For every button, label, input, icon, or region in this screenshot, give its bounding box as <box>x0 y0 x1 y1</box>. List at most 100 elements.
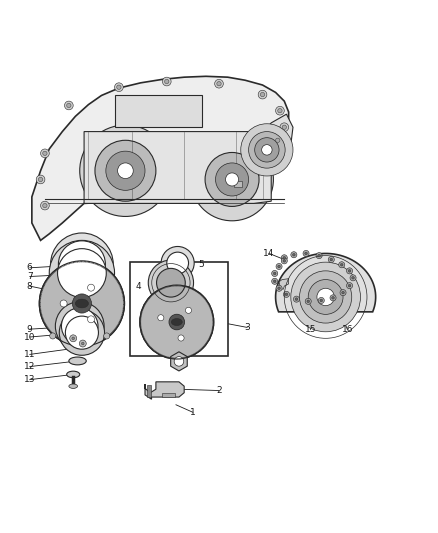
Circle shape <box>58 241 106 288</box>
Polygon shape <box>84 132 271 204</box>
Bar <box>162 393 176 397</box>
Text: 8: 8 <box>27 281 32 290</box>
Circle shape <box>79 340 86 347</box>
Circle shape <box>249 132 285 168</box>
Circle shape <box>55 302 104 351</box>
Circle shape <box>278 265 280 268</box>
Circle shape <box>281 255 287 261</box>
Text: 16: 16 <box>342 325 353 334</box>
Circle shape <box>346 282 353 289</box>
Circle shape <box>339 262 345 268</box>
Circle shape <box>282 125 286 130</box>
Circle shape <box>348 284 351 287</box>
Circle shape <box>95 140 156 201</box>
Circle shape <box>272 278 278 284</box>
Circle shape <box>258 90 267 99</box>
Circle shape <box>276 107 284 115</box>
Circle shape <box>281 258 287 264</box>
Text: 13: 13 <box>24 375 35 384</box>
Circle shape <box>308 279 343 314</box>
Bar <box>130 262 228 356</box>
Text: 6: 6 <box>27 263 32 272</box>
Circle shape <box>49 240 115 305</box>
Circle shape <box>178 335 184 341</box>
Bar <box>115 94 201 127</box>
Circle shape <box>278 109 282 113</box>
Circle shape <box>70 335 77 342</box>
Circle shape <box>273 272 276 275</box>
Circle shape <box>117 85 121 90</box>
Circle shape <box>39 177 43 182</box>
Circle shape <box>273 280 276 282</box>
Circle shape <box>60 300 67 307</box>
Circle shape <box>215 163 249 196</box>
Circle shape <box>342 292 344 294</box>
Polygon shape <box>276 254 376 312</box>
Circle shape <box>106 151 145 190</box>
Circle shape <box>39 261 124 346</box>
Text: 12: 12 <box>24 362 35 371</box>
Circle shape <box>65 316 99 349</box>
Circle shape <box>350 275 356 281</box>
Ellipse shape <box>67 371 80 378</box>
Circle shape <box>276 285 282 292</box>
Text: 15: 15 <box>305 325 316 334</box>
Circle shape <box>167 252 188 274</box>
Circle shape <box>148 260 194 305</box>
Circle shape <box>64 101 73 110</box>
Circle shape <box>41 201 49 210</box>
Circle shape <box>226 173 239 186</box>
Circle shape <box>318 297 324 303</box>
Circle shape <box>317 288 334 305</box>
Circle shape <box>57 249 106 297</box>
Text: 4: 4 <box>136 281 141 290</box>
Circle shape <box>174 357 184 366</box>
Circle shape <box>140 285 214 359</box>
Circle shape <box>215 79 223 88</box>
Circle shape <box>316 253 322 259</box>
Circle shape <box>80 125 171 216</box>
Circle shape <box>104 333 110 339</box>
Circle shape <box>261 144 272 155</box>
Circle shape <box>36 175 45 184</box>
Circle shape <box>41 149 49 158</box>
Circle shape <box>254 138 279 162</box>
Circle shape <box>346 268 353 274</box>
Circle shape <box>72 337 74 340</box>
Circle shape <box>283 256 286 259</box>
Circle shape <box>115 83 123 92</box>
Circle shape <box>165 79 169 84</box>
Circle shape <box>205 152 259 206</box>
Circle shape <box>217 82 221 86</box>
Circle shape <box>320 299 322 302</box>
Circle shape <box>300 271 352 323</box>
Circle shape <box>278 287 280 289</box>
Circle shape <box>49 333 56 339</box>
Circle shape <box>318 254 321 257</box>
Circle shape <box>169 314 185 330</box>
Circle shape <box>295 298 298 301</box>
Circle shape <box>283 260 286 262</box>
Circle shape <box>340 263 343 266</box>
Circle shape <box>330 295 336 301</box>
Ellipse shape <box>75 299 88 308</box>
Circle shape <box>305 298 311 304</box>
Circle shape <box>88 316 95 323</box>
Circle shape <box>340 289 346 296</box>
Circle shape <box>162 77 171 86</box>
Circle shape <box>285 293 288 296</box>
Text: 5: 5 <box>199 260 205 269</box>
Circle shape <box>161 246 194 279</box>
Circle shape <box>185 308 191 313</box>
Circle shape <box>291 252 297 258</box>
Circle shape <box>328 256 334 263</box>
Circle shape <box>88 284 95 291</box>
Circle shape <box>276 263 282 270</box>
Polygon shape <box>279 279 289 289</box>
Circle shape <box>280 123 289 132</box>
Text: 1: 1 <box>190 408 196 417</box>
Circle shape <box>293 254 295 256</box>
Circle shape <box>276 138 280 142</box>
Text: 9: 9 <box>27 325 32 334</box>
Text: 11: 11 <box>24 350 35 359</box>
